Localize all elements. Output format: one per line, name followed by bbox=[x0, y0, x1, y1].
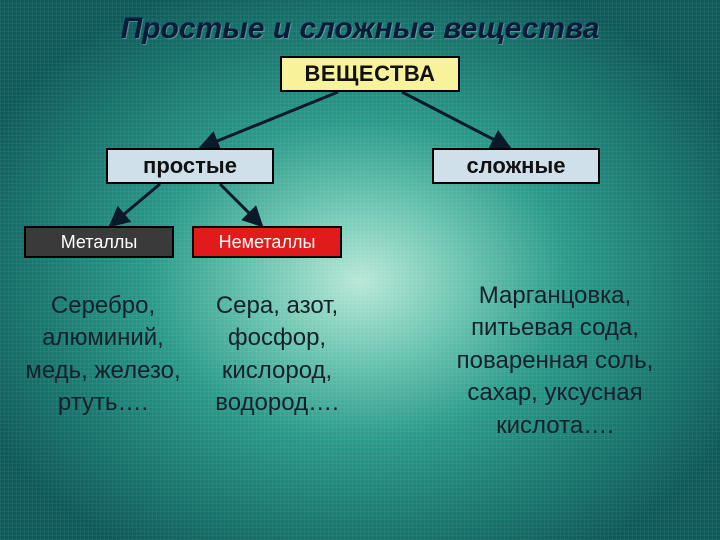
edge-simple-nonmetals bbox=[220, 184, 262, 226]
examples-nonmetals: Сера, азот, фосфор, кислород, водород…. bbox=[192, 290, 362, 420]
page-title: Простые и сложные вещества bbox=[0, 12, 720, 46]
node-nonmetals: Неметаллы bbox=[192, 226, 342, 258]
examples-metals: Серебро, алюминий, медь, железо, ртуть…. bbox=[18, 290, 188, 420]
node-simple: простые bbox=[106, 148, 274, 184]
diagram-stage: Простые и сложные вещества ВЕЩЕСТВА прос… bbox=[0, 0, 720, 540]
examples-complex: Марганцовка, питьевая сода, поваренная с… bbox=[430, 280, 680, 442]
edge-root-simple bbox=[200, 92, 338, 148]
edge-root-complex bbox=[402, 92, 510, 148]
edge-simple-metals bbox=[110, 184, 160, 226]
node-metals: Металлы bbox=[24, 226, 174, 258]
node-complex: сложные bbox=[432, 148, 600, 184]
node-root: ВЕЩЕСТВА bbox=[280, 56, 460, 92]
